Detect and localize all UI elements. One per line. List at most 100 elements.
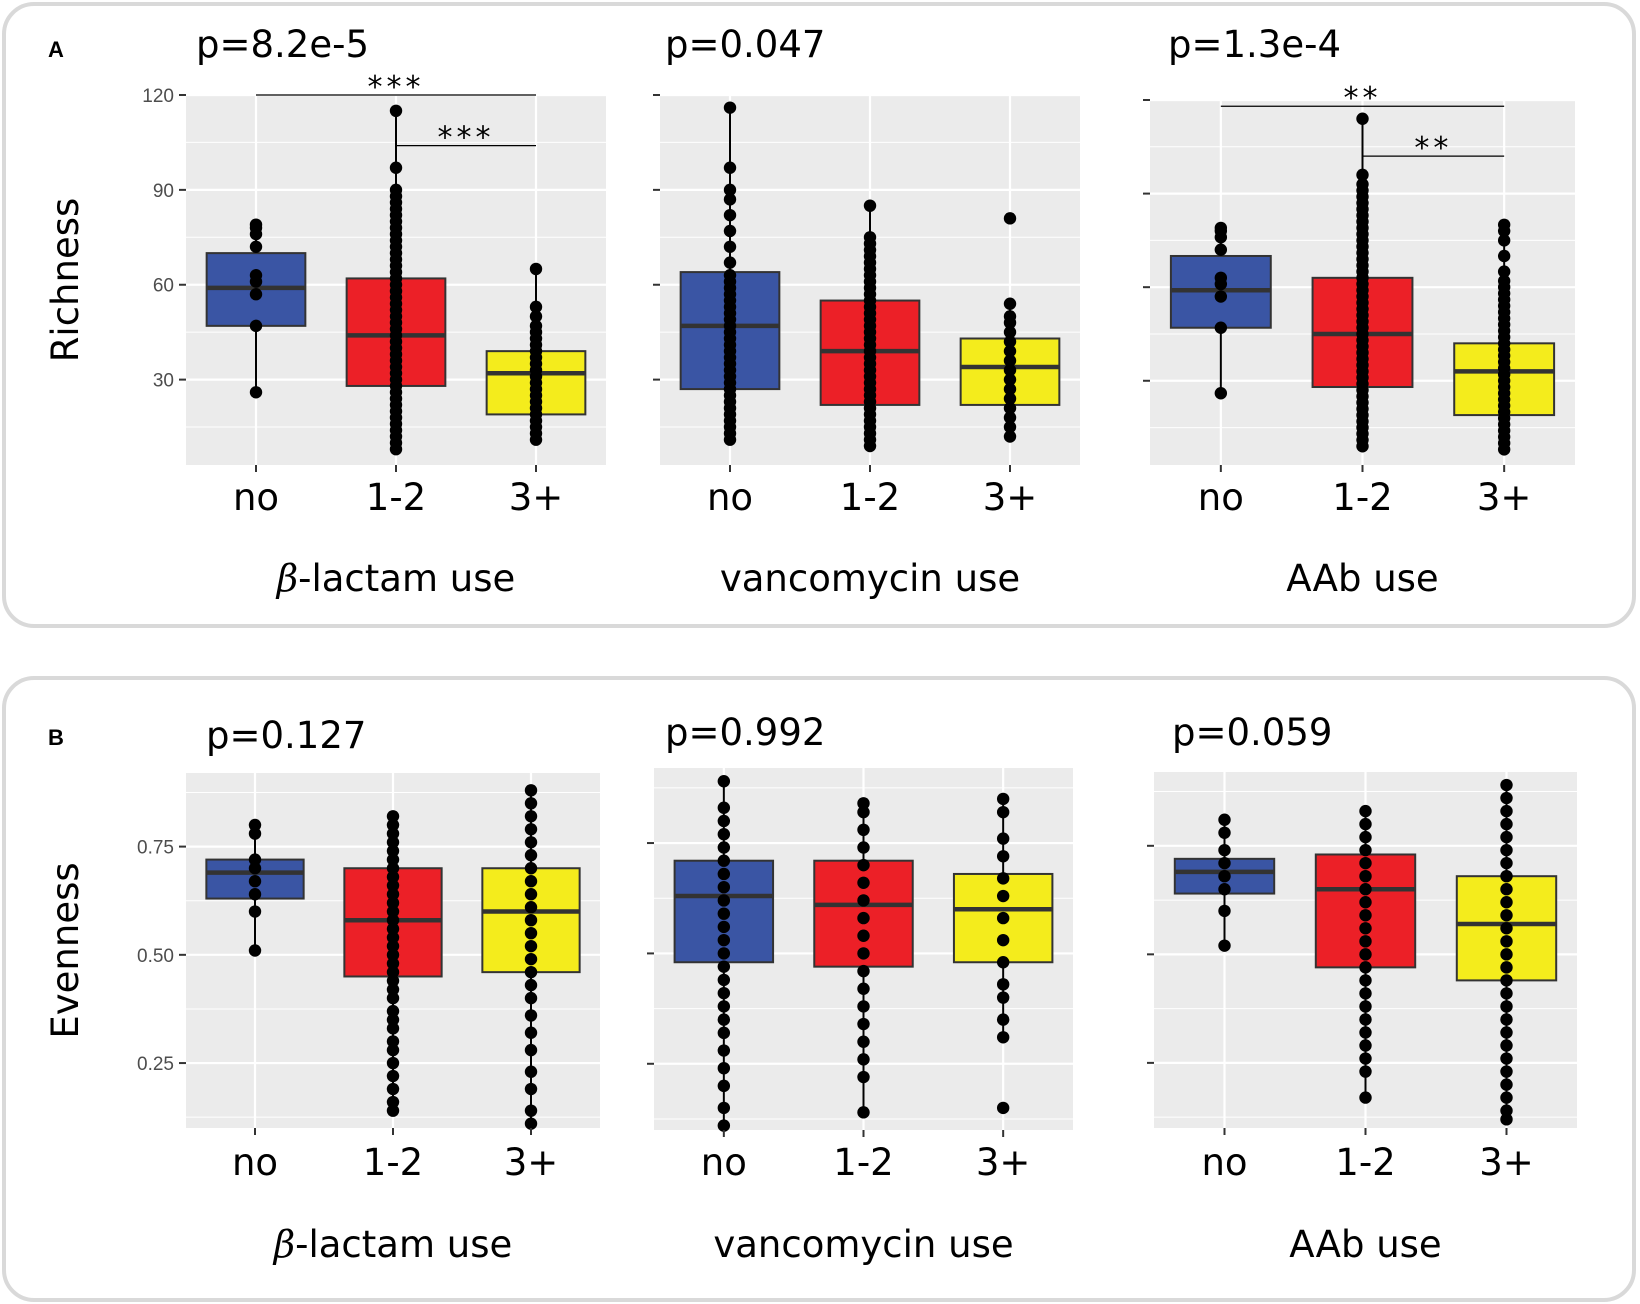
plot1-point-3+ xyxy=(529,310,543,323)
plot2-point-3+ xyxy=(1003,382,1017,396)
plot6-point-no xyxy=(1218,826,1231,839)
plot5-point-no xyxy=(717,1061,731,1075)
plot6-point-1-2 xyxy=(1359,896,1372,909)
plot5-point-1-2 xyxy=(857,876,870,889)
plot2-point-3+ xyxy=(1003,310,1017,323)
plot1-point-no xyxy=(249,319,263,333)
plot2-point-3+ xyxy=(1003,401,1017,415)
plot5-point-no xyxy=(717,1044,731,1057)
panel-letter-b: B xyxy=(48,725,64,750)
plot6-point-no xyxy=(1218,904,1231,918)
plot3-point-3+ xyxy=(1497,249,1511,263)
plot2-point-1-2 xyxy=(863,199,877,212)
plot4-point-3+ xyxy=(524,1082,538,1096)
plot5-x-axis-label-text: vancomycin use xyxy=(713,1223,1013,1266)
plot5-point-1-2 xyxy=(857,947,870,960)
plot4-point-3+ xyxy=(524,965,538,979)
plot6-point-1-2 xyxy=(1359,817,1372,831)
plot1-y-axis-label: Richness xyxy=(44,198,87,363)
plot4-point-3+ xyxy=(524,1009,538,1022)
plot1-x-axis-label-symbol: β xyxy=(275,557,298,600)
plot2-point-no xyxy=(723,269,737,282)
plot5-point-1-2 xyxy=(857,858,870,872)
plot6-point-3+ xyxy=(1500,1104,1513,1117)
plot4-point-1-2 xyxy=(386,844,400,858)
plot6-point-1-2 xyxy=(1359,909,1372,922)
plot4-point-1-2 xyxy=(386,1104,400,1117)
plot4-point-1-2 xyxy=(386,1004,400,1018)
plot2-x-tick-label: 3+ xyxy=(983,476,1038,519)
plot5-x-axis-label: vancomycin use xyxy=(713,1223,1013,1266)
plot4-x-tick-label: no xyxy=(232,1141,278,1184)
plot4-point-3+ xyxy=(524,1043,538,1057)
plot3-point-no xyxy=(1214,271,1228,285)
plot4-point-1-2 xyxy=(386,1022,400,1035)
plot6-point-1-2 xyxy=(1359,1091,1372,1104)
plot2-point-3+ xyxy=(1003,430,1017,443)
plot5-point-1-2 xyxy=(857,894,870,907)
plot2-point-3+ xyxy=(1003,354,1017,367)
plot6-point-3+ xyxy=(1500,843,1513,857)
plot5-x-tick-label: 1-2 xyxy=(833,1141,893,1184)
plot4-point-no xyxy=(248,944,262,957)
plot3-point-no xyxy=(1214,243,1228,256)
plot5-point-1-2 xyxy=(857,805,870,819)
plot6-point-1-2 xyxy=(1359,1013,1372,1026)
plot2-x-axis-label-text: vancomycin use xyxy=(720,557,1020,600)
plot1-point-no xyxy=(249,269,263,282)
plot4-point-1-2 xyxy=(386,974,400,988)
plot4-point-1-2 xyxy=(386,827,400,840)
plot4-point-1-2 xyxy=(386,991,400,1005)
plot5-point-no xyxy=(717,907,731,920)
plot5-point-no xyxy=(717,920,731,934)
plot1-point-no xyxy=(249,386,263,399)
plot5-point-1-2 xyxy=(857,841,870,854)
plot6-point-3+ xyxy=(1500,1091,1513,1104)
plot4-point-3+ xyxy=(524,836,538,849)
plot3-point-1-2 xyxy=(1356,178,1369,191)
plot1-y-tick-label: 90 xyxy=(153,181,174,202)
plot6-point-1-2 xyxy=(1359,987,1372,1000)
plot5-point-3+ xyxy=(996,1013,1010,1026)
plot4-point-3+ xyxy=(524,823,538,836)
plot2-point-no xyxy=(723,256,737,269)
plot2-point-3+ xyxy=(1003,335,1017,348)
plot6-point-3+ xyxy=(1500,909,1513,922)
plot1-point-3+ xyxy=(529,319,543,333)
plot6-x-tick-label: 3+ xyxy=(1479,1141,1534,1184)
plot2-point-3+ xyxy=(1003,363,1017,377)
plot4-point-1-2 xyxy=(386,957,400,970)
plot1-point-1-2 xyxy=(389,104,403,118)
plot6-point-1-2 xyxy=(1359,804,1372,818)
plot6-point-3+ xyxy=(1500,896,1513,909)
plot5-point-1-2 xyxy=(857,1000,870,1013)
plot5-p-value: p=0.992 xyxy=(665,711,825,754)
plot2-x-axis-label: vancomycin use xyxy=(720,557,1020,600)
plot6-point-3+ xyxy=(1500,961,1513,974)
plot6-point-1-2 xyxy=(1359,974,1372,987)
plot6-x-tick-label: 1-2 xyxy=(1335,1141,1395,1184)
plot4-point-1-2 xyxy=(386,965,400,979)
plot5-point-3+ xyxy=(996,805,1010,819)
plot4-x-tick-label: 3+ xyxy=(504,1141,559,1184)
plot4-point-3+ xyxy=(524,926,538,940)
plot1-x-tick-label: 1-2 xyxy=(366,476,426,519)
plot5-point-no xyxy=(717,801,731,814)
plot6-point-1-2 xyxy=(1359,935,1372,948)
plot4-point-1-2 xyxy=(386,862,400,875)
plot6-point-3+ xyxy=(1500,791,1513,805)
plot4-point-1-2 xyxy=(386,818,400,832)
plot4-point-1-2 xyxy=(386,948,400,962)
plot4-point-no xyxy=(248,905,262,918)
plot4-point-3+ xyxy=(524,991,538,1005)
plot4-point-3+ xyxy=(524,797,538,810)
plot1-point-1-2 xyxy=(389,161,403,174)
plot6-point-no xyxy=(1218,939,1231,952)
plot4-point-1-2 xyxy=(386,870,400,884)
plot5-point-no xyxy=(717,947,731,960)
plot5-point-3+ xyxy=(996,956,1010,969)
plot4-point-1-2 xyxy=(386,888,400,901)
plot5-point-1-2 xyxy=(857,1106,870,1119)
plot6-point-3+ xyxy=(1500,1065,1513,1078)
plot5-point-no xyxy=(717,775,731,788)
